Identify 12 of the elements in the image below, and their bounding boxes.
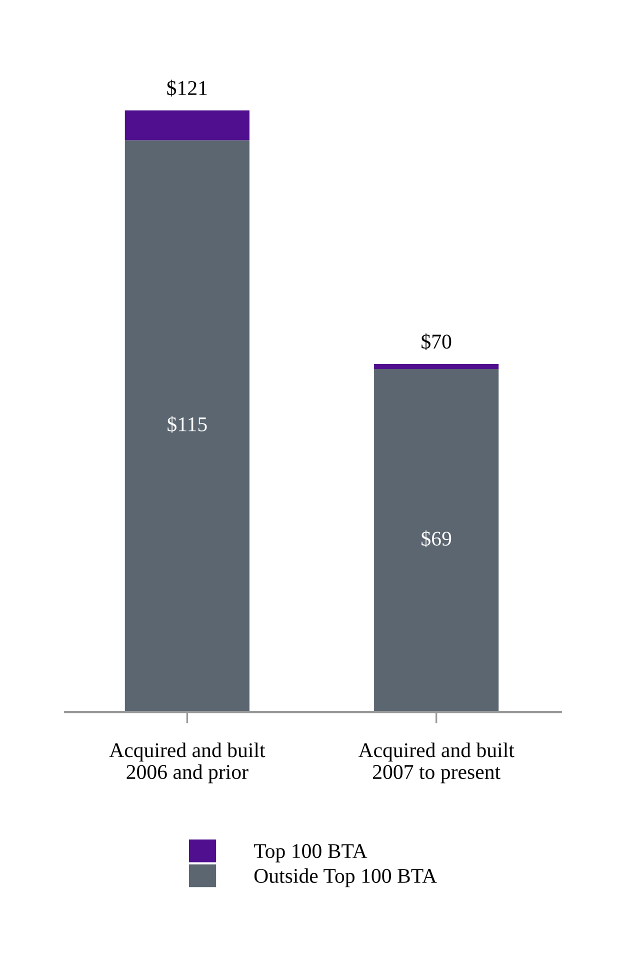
x-tick-label: Acquired and built 2006 and prior	[109, 742, 266, 784]
total-label: $70	[422, 333, 452, 350]
legend-label: Top 100 BTA	[254, 844, 368, 862]
bar	[124, 110, 250, 140]
x-tick-label: Acquired and built 2007 to present	[358, 742, 514, 784]
bar	[124, 140, 250, 712]
bar	[374, 368, 499, 712]
data-label: $115	[168, 416, 207, 433]
legend-label: Outside Top 100 BTA	[254, 868, 437, 888]
total-label: $121	[167, 80, 207, 96]
data-label: $69	[422, 530, 452, 548]
bar	[374, 364, 499, 369]
